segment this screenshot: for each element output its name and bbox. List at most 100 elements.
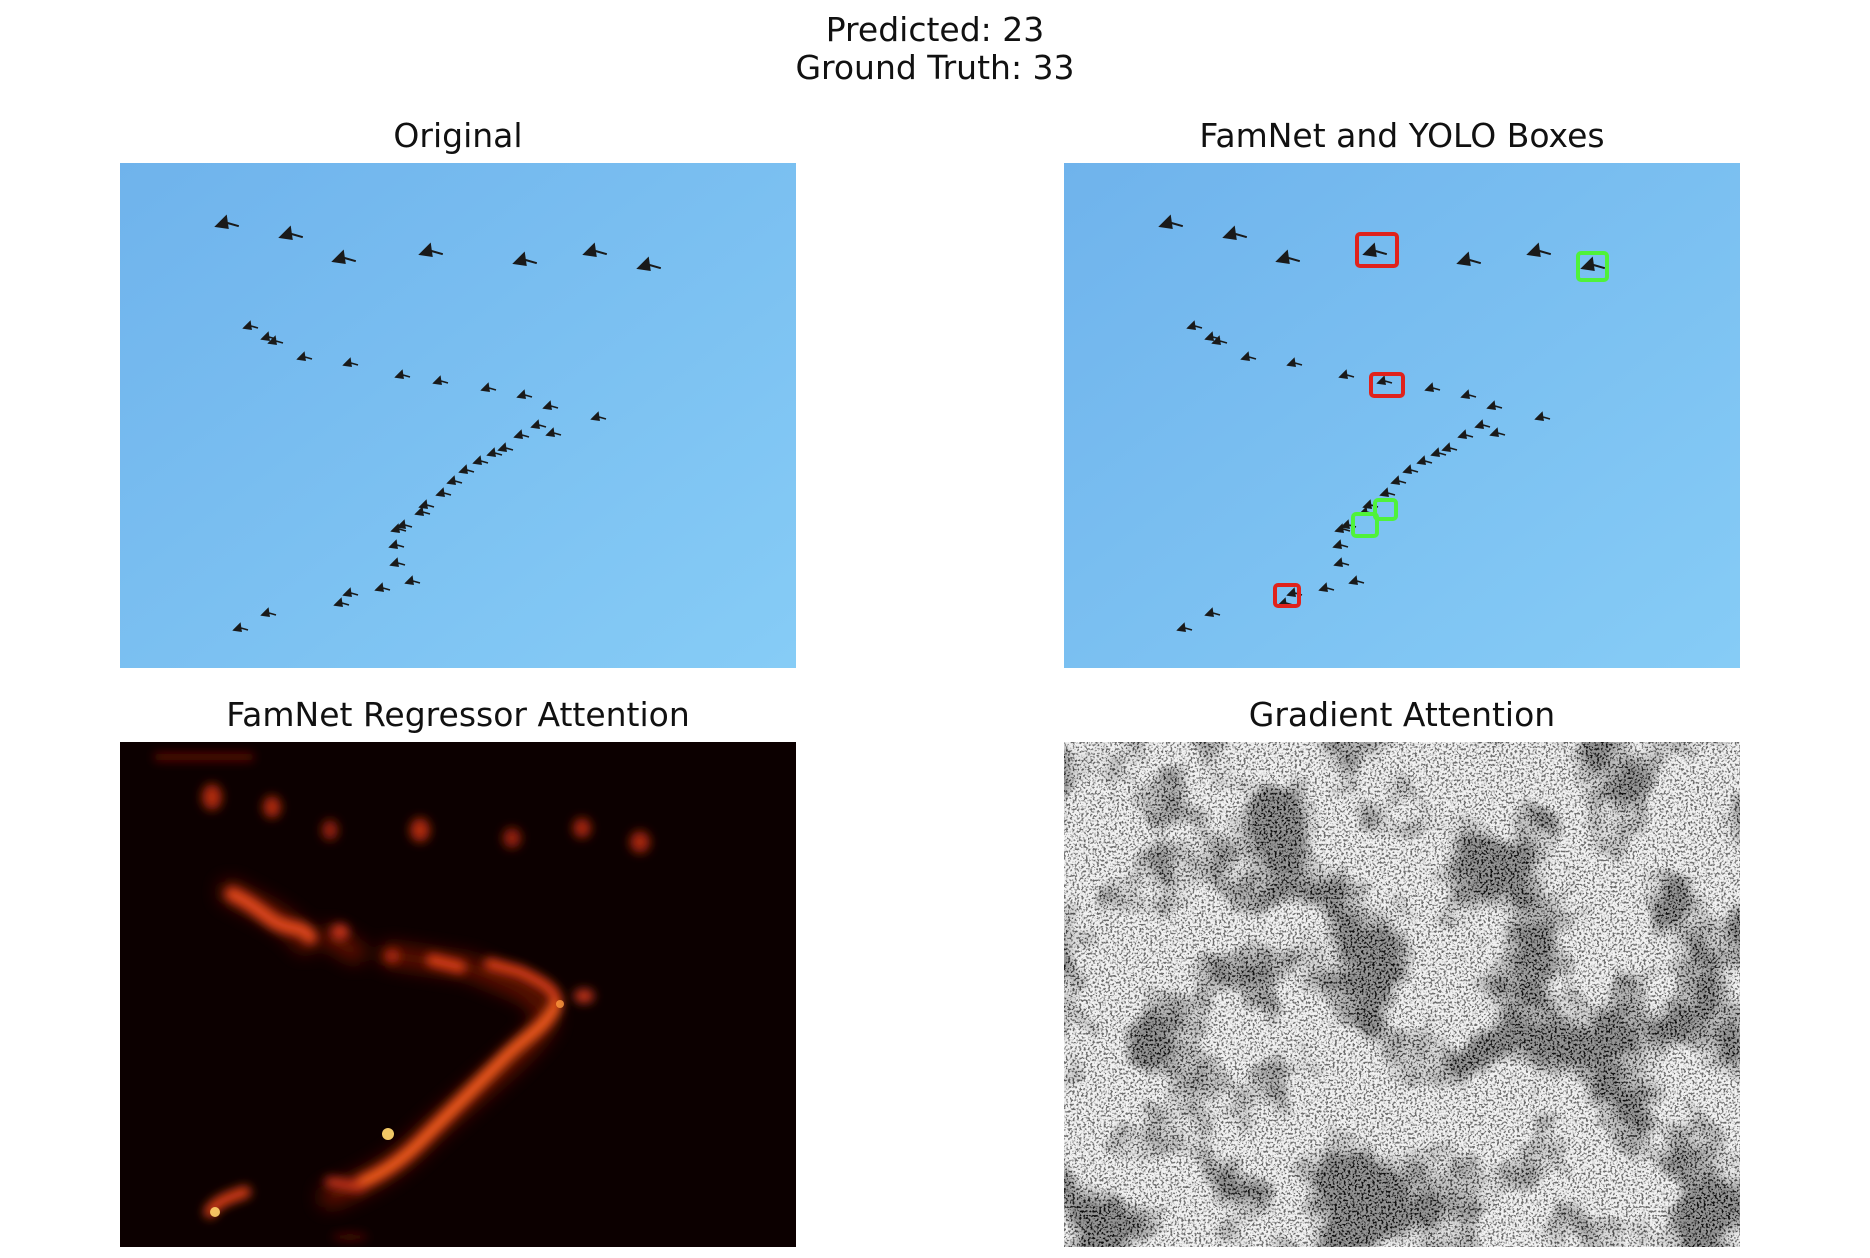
- original-panel-title: Original: [393, 116, 523, 155]
- bird: [1333, 557, 1350, 567]
- bird: [1348, 575, 1365, 585]
- bird: [1402, 464, 1419, 474]
- bird: [458, 464, 475, 474]
- bird: [472, 455, 489, 465]
- famnet-boxes: [1273, 232, 1405, 608]
- heatmap-background: [120, 742, 796, 1247]
- famnet-box: [1369, 372, 1405, 398]
- sky-background: [1064, 163, 1740, 668]
- regressor-attention-heatmap: [120, 742, 796, 1247]
- boxes-image: [1064, 163, 1740, 668]
- heat-peaks: [210, 1000, 564, 1217]
- bird: [414, 506, 431, 516]
- bird: [545, 427, 562, 437]
- bird: [296, 351, 313, 361]
- bird: [530, 419, 547, 429]
- bird: [1379, 487, 1396, 497]
- bird: [432, 375, 449, 385]
- bird: [446, 475, 463, 485]
- bird: [497, 442, 514, 452]
- bird: [333, 597, 350, 607]
- bird: [1441, 442, 1458, 452]
- bird: [1275, 249, 1301, 264]
- bird: [590, 411, 607, 421]
- bird: [374, 582, 391, 592]
- bird: [1390, 475, 1407, 485]
- bird: [242, 320, 259, 330]
- bird: [278, 225, 304, 240]
- bird: [342, 587, 359, 597]
- bird: [394, 369, 411, 379]
- bird: [342, 357, 359, 367]
- bird: [1286, 357, 1303, 367]
- gradient-attention-map: [1064, 742, 1740, 1247]
- bird: [390, 523, 407, 533]
- bird: [1211, 335, 1228, 345]
- bird: [418, 242, 444, 257]
- bird: [1580, 256, 1606, 271]
- original-image-panel: [120, 163, 796, 668]
- bird: [1176, 622, 1193, 632]
- bird: [418, 499, 435, 509]
- bird: [214, 214, 240, 229]
- yolo-box: [1373, 498, 1398, 521]
- bird: [1318, 582, 1335, 592]
- heat-streaks: [154, 753, 650, 1241]
- bird: [1222, 225, 1248, 240]
- ground-truth-count-label: Ground Truth: 33: [795, 48, 1075, 87]
- bird: [1489, 427, 1506, 437]
- bird: [1204, 607, 1221, 617]
- bird: [486, 447, 503, 457]
- bird: [1240, 351, 1257, 361]
- bird: [435, 487, 452, 497]
- gradient-speckle: [1064, 742, 1740, 1247]
- bird: [1376, 375, 1393, 385]
- boxes-panel-title: FamNet and YOLO Boxes: [1199, 116, 1605, 155]
- bird: [267, 335, 284, 345]
- bird: [1534, 411, 1551, 421]
- bird: [542, 400, 559, 410]
- bird: [1474, 419, 1491, 429]
- famnet-box: [1273, 583, 1301, 608]
- bird: [1486, 400, 1503, 410]
- bird: [480, 382, 497, 392]
- bird: [1430, 447, 1447, 457]
- gradient-attention-panel-title: Gradient Attention: [1248, 695, 1556, 734]
- bird: [404, 575, 421, 585]
- regressor-attention-panel-title: FamNet Regressor Attention: [226, 695, 690, 734]
- boxes-image-panel: [1064, 163, 1740, 668]
- bird: [1526, 242, 1552, 257]
- bird: [1186, 320, 1203, 330]
- bird: [232, 622, 249, 632]
- bird: [1460, 389, 1477, 399]
- bird: [636, 256, 662, 271]
- gradient-attention-panel: [1064, 742, 1740, 1247]
- bird-flock: [214, 214, 662, 632]
- bird: [389, 557, 406, 567]
- bird: [1158, 214, 1184, 229]
- sky-background: [120, 163, 796, 668]
- bird: [1338, 369, 1355, 379]
- bird: [513, 429, 530, 439]
- bird: [260, 607, 277, 617]
- bird: [512, 251, 538, 266]
- bird-flock: [1158, 214, 1606, 632]
- yolo-boxes: [1351, 251, 1609, 538]
- regressor-attention-panel: [120, 742, 796, 1247]
- predicted-count-label: Predicted: 23: [825, 10, 1045, 49]
- bird: [331, 249, 357, 264]
- bird: [582, 242, 608, 257]
- bird: [516, 389, 533, 399]
- bird: [1424, 382, 1441, 392]
- bird: [388, 539, 405, 549]
- bird: [1362, 242, 1388, 257]
- yolo-box: [1576, 251, 1609, 282]
- bird: [396, 519, 413, 529]
- famnet-box: [1355, 232, 1399, 268]
- bird: [1334, 523, 1351, 533]
- bird: [1456, 251, 1482, 266]
- bird: [1332, 539, 1349, 549]
- bird: [1416, 455, 1433, 465]
- original-image: [120, 163, 796, 668]
- bird: [1457, 429, 1474, 439]
